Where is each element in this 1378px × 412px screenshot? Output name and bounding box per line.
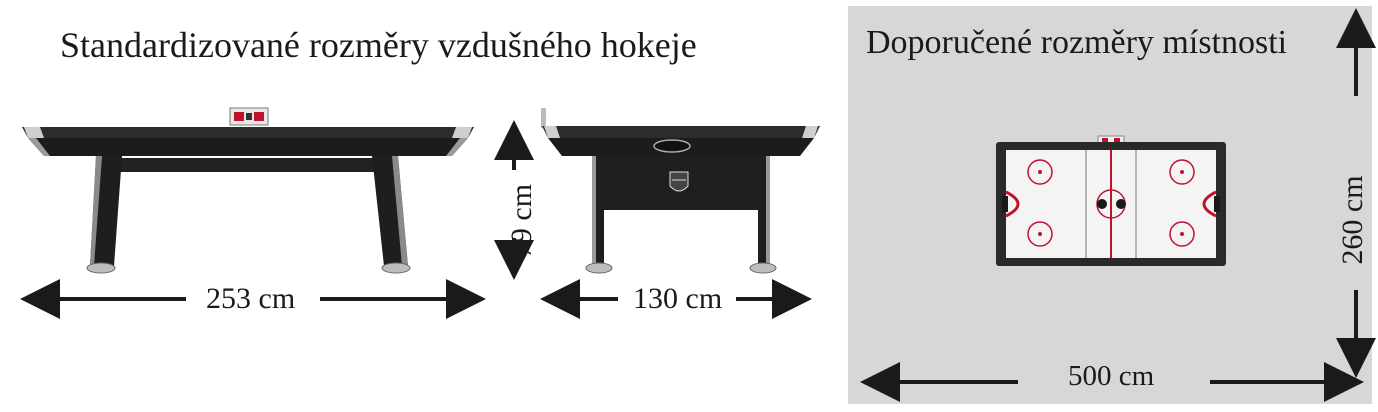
air-hockey-table-end-view bbox=[541, 108, 820, 274]
nhl-logo-icon bbox=[669, 171, 689, 192]
scoreboard-icon bbox=[229, 107, 269, 126]
air-hockey-table-side-view bbox=[22, 107, 474, 274]
table-height-label: 79 cm bbox=[505, 183, 538, 259]
table-dimensions-title: Standardizované rozměry vzdušného hokeje bbox=[60, 25, 697, 65]
room-length-label: 500 cm bbox=[1068, 360, 1155, 392]
room-dimensions-title: Doporučené rozměry místnosti bbox=[866, 24, 1288, 61]
air-hockey-table-top-view bbox=[996, 135, 1226, 266]
table-width-label: 130 cm bbox=[633, 282, 723, 315]
room-width-label: 260 cm bbox=[1336, 175, 1369, 265]
table-length-label: 253 cm bbox=[206, 282, 296, 315]
